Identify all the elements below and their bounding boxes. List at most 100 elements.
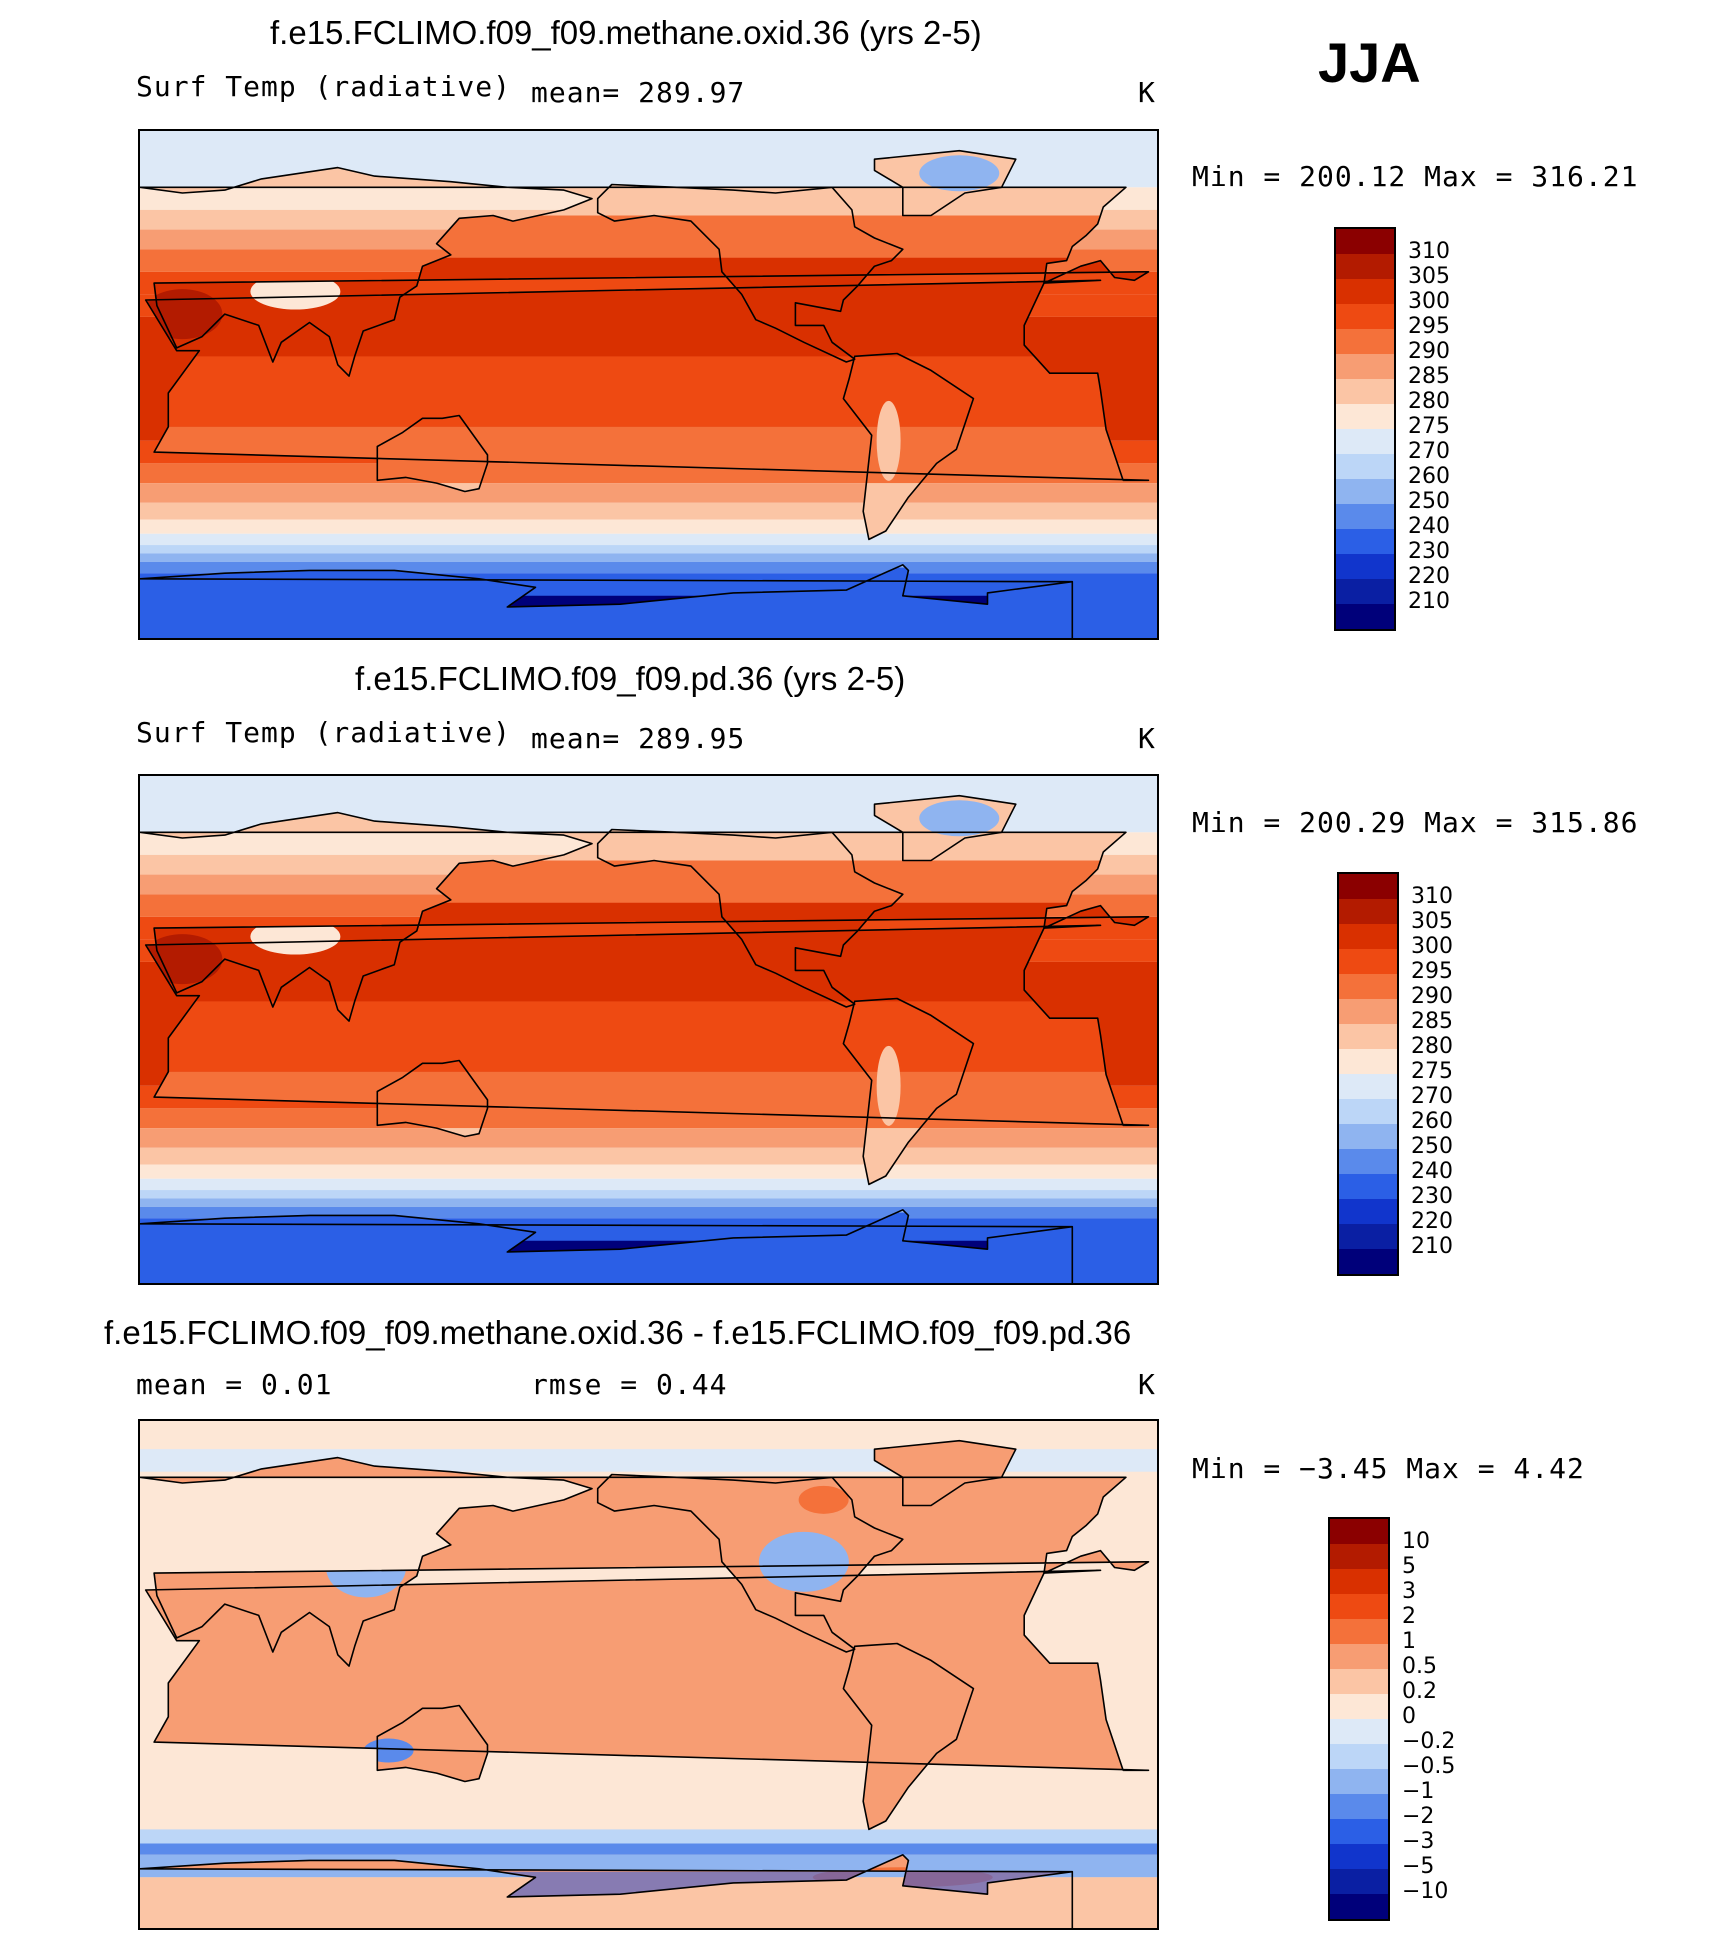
panel-3-title: f.e15.FCLIMO.f09_f09.methane.oxid.36 - f… xyxy=(104,1314,1132,1351)
coastline xyxy=(140,1854,1074,1928)
map-canvas xyxy=(140,1421,1157,1928)
panel-1-units: K xyxy=(1138,76,1156,109)
map-canvas xyxy=(140,131,1157,638)
colorbar-swatch xyxy=(1339,1174,1397,1200)
colorbar-swatch xyxy=(1330,1744,1388,1770)
colorbar-tick-label: 0.5 xyxy=(1402,1654,1437,1679)
colorbar-tick-label: 295 xyxy=(1411,959,1453,984)
colorbar-swatch xyxy=(1339,874,1397,900)
coastline xyxy=(873,1439,1017,1507)
colorbar-tick-label: 230 xyxy=(1411,1184,1453,1209)
colorbar-tick-label: 230 xyxy=(1408,539,1450,564)
map-canvas xyxy=(140,776,1157,1283)
colorbar-tick-label: 220 xyxy=(1411,1209,1453,1234)
colorbar-tick-label: 295 xyxy=(1408,314,1450,339)
colorbar-tick-label: −10 xyxy=(1402,1879,1449,1904)
colorbar-swatch xyxy=(1339,974,1397,1000)
colorbar-swatch xyxy=(1330,1719,1388,1745)
panel-1-minmax: Min = 200.12 Max = 316.21 xyxy=(1192,160,1639,193)
panel-3-units: K xyxy=(1138,1368,1156,1401)
colorbar-swatch xyxy=(1336,554,1394,580)
colorbar-swatch xyxy=(1339,924,1397,950)
coastline xyxy=(144,924,1150,1127)
colorbar-swatch xyxy=(1336,404,1394,430)
panel-2-colorbar xyxy=(1337,872,1399,1276)
colorbar-tick-label: −5 xyxy=(1402,1854,1435,1879)
coastline xyxy=(140,1209,1074,1283)
colorbar-tick-label: 260 xyxy=(1411,1109,1453,1134)
colorbar-swatch xyxy=(1336,429,1394,455)
panel-2-variable-label: Surf Temp (radiative) xyxy=(136,716,512,749)
coastline xyxy=(144,279,1150,482)
colorbar-tick-label: 275 xyxy=(1411,1059,1453,1084)
colorbar-tick-label: 280 xyxy=(1411,1034,1453,1059)
coastline xyxy=(842,1642,975,1831)
colorbar-swatch xyxy=(1336,354,1394,380)
colorbar-swatch xyxy=(1330,1844,1388,1870)
panel-3-map xyxy=(138,1419,1159,1930)
colorbar-tick-label: −1 xyxy=(1402,1779,1435,1804)
colorbar-swatch xyxy=(1336,254,1394,280)
colorbar-swatch xyxy=(1339,1049,1397,1075)
colorbar-tick-label: 240 xyxy=(1408,514,1450,539)
colorbar-swatch xyxy=(1336,329,1394,355)
colorbar-tick-label: 290 xyxy=(1411,984,1453,1009)
colorbar-tick-label: −0.2 xyxy=(1402,1729,1456,1754)
coastline xyxy=(140,564,1074,638)
colorbar-swatch xyxy=(1330,1594,1388,1620)
coastline xyxy=(376,1059,489,1138)
colorbar-swatch xyxy=(1336,604,1394,629)
panel-3-minmax: Min = −3.45 Max = 4.42 xyxy=(1192,1452,1585,1485)
colorbar-tick-label: 3 xyxy=(1402,1579,1416,1604)
coastline xyxy=(596,1473,904,1653)
panel-2-units: K xyxy=(1138,722,1156,755)
panel-1-map xyxy=(138,129,1159,640)
colorbar-swatch xyxy=(1336,529,1394,555)
coastline xyxy=(873,794,1017,862)
colorbar-tick-label: 270 xyxy=(1408,439,1450,464)
colorbar-tick-label: 300 xyxy=(1408,289,1450,314)
coastline xyxy=(376,414,489,493)
coastline xyxy=(140,811,1150,1022)
colorbar-tick-label: 240 xyxy=(1411,1159,1453,1184)
colorbar-tick-label: 300 xyxy=(1411,934,1453,959)
panel-2-title: f.e15.FCLIMO.f09_f09.pd.36 (yrs 2-5) xyxy=(355,660,906,697)
coastline xyxy=(842,352,975,541)
colorbar-swatch xyxy=(1339,899,1397,925)
colorbar-tick-label: 310 xyxy=(1411,884,1453,909)
colorbar-swatch xyxy=(1330,1519,1388,1545)
colorbar-swatch xyxy=(1336,479,1394,505)
colorbar-swatch xyxy=(1330,1644,1388,1670)
colorbar-swatch xyxy=(1336,279,1394,305)
colorbar-tick-label: −0.5 xyxy=(1402,1754,1456,1779)
colorbar-tick-label: 210 xyxy=(1411,1234,1453,1259)
panel-1-mean-label: mean= 289.97 xyxy=(531,76,746,109)
panel-3-rmse-label: rmse = 0.44 xyxy=(531,1368,728,1401)
colorbar-tick-label: 275 xyxy=(1408,414,1450,439)
colorbar-tick-label: 290 xyxy=(1408,339,1450,364)
colorbar-swatch xyxy=(1339,999,1397,1025)
coastline xyxy=(842,997,975,1186)
colorbar-swatch xyxy=(1339,1149,1397,1175)
colorbar-swatch xyxy=(1339,1074,1397,1100)
panel-3-colorbar xyxy=(1328,1517,1390,1921)
colorbar-tick-label: 305 xyxy=(1408,264,1450,289)
colorbar-tick-label: −3 xyxy=(1402,1829,1435,1854)
colorbar-swatch xyxy=(1330,1794,1388,1820)
colorbar-swatch xyxy=(1339,1024,1397,1050)
coastline xyxy=(596,828,904,1008)
colorbar-swatch xyxy=(1336,379,1394,405)
coastline xyxy=(144,1569,1150,1772)
colorbar-swatch xyxy=(1330,1619,1388,1645)
colorbar-tick-label: 1 xyxy=(1402,1629,1416,1654)
colorbar-tick-label: 250 xyxy=(1411,1134,1453,1159)
colorbar-tick-label: 285 xyxy=(1408,364,1450,389)
panel-1-title: f.e15.FCLIMO.f09_f09.methane.oxid.36 (yr… xyxy=(270,14,982,51)
panel-2-mean-label: mean= 289.95 xyxy=(531,722,746,755)
coastline xyxy=(376,1704,489,1783)
panel-1-colorbar xyxy=(1334,227,1396,631)
colorbar-tick-label: 270 xyxy=(1411,1084,1453,1109)
colorbar-tick-label: 310 xyxy=(1408,239,1450,264)
panel-2-minmax: Min = 200.29 Max = 315.86 xyxy=(1192,806,1639,839)
colorbar-swatch xyxy=(1330,1869,1388,1895)
